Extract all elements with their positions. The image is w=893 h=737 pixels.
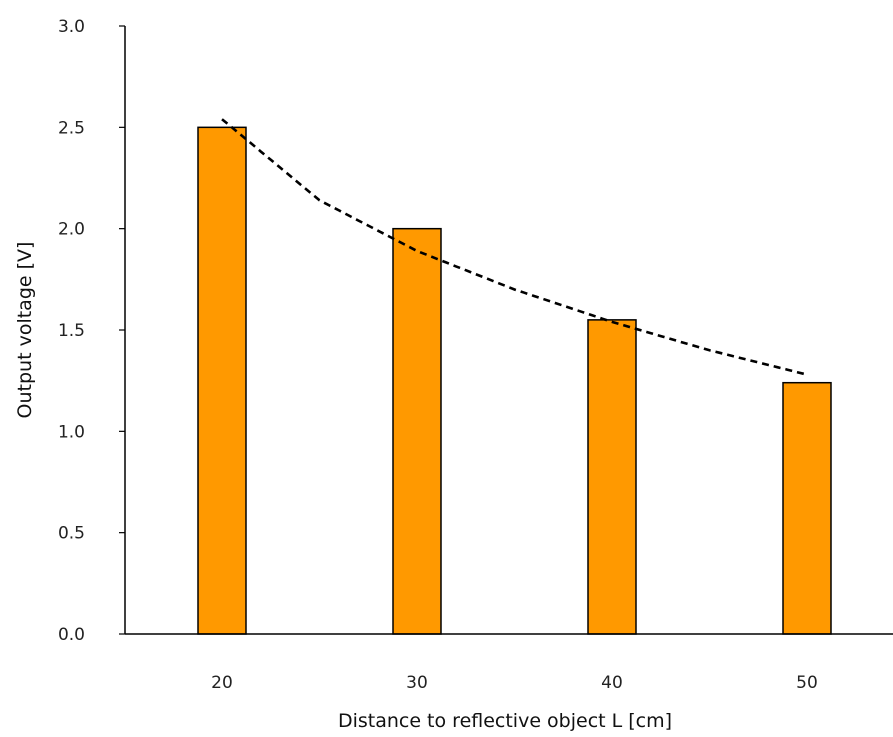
x-axis-title: Distance to reflective object L [cm] (338, 710, 672, 732)
bars-group (197, 126, 832, 635)
y-tick-label: 1.5 (58, 321, 85, 341)
y-tick-label: 2.5 (58, 118, 85, 138)
y-tick-label: 2.0 (58, 220, 85, 240)
x-tick-label: 30 (406, 673, 428, 693)
bar-30 (392, 227, 442, 635)
y-tick-label: 0.5 (58, 524, 85, 544)
y-axis-ticks: 0.0 0.5 1.0 1.5 2.0 2.5 3.0 (58, 17, 125, 645)
x-tick-label: 20 (211, 673, 233, 693)
trendline (221, 118, 808, 376)
x-tick-label: 50 (796, 673, 818, 693)
y-tick-label: 3.0 (58, 17, 85, 37)
y-axis-title: Output voltage [V] (14, 242, 36, 419)
x-axis-ticks: 20 30 40 50 (211, 673, 818, 693)
x-tick-label: 40 (601, 673, 623, 693)
bar-20 (197, 126, 247, 635)
bar-50 (782, 381, 832, 635)
y-tick-label: 0.0 (58, 625, 85, 645)
bar-40 (587, 319, 637, 635)
y-tick-label: 1.0 (58, 422, 85, 442)
